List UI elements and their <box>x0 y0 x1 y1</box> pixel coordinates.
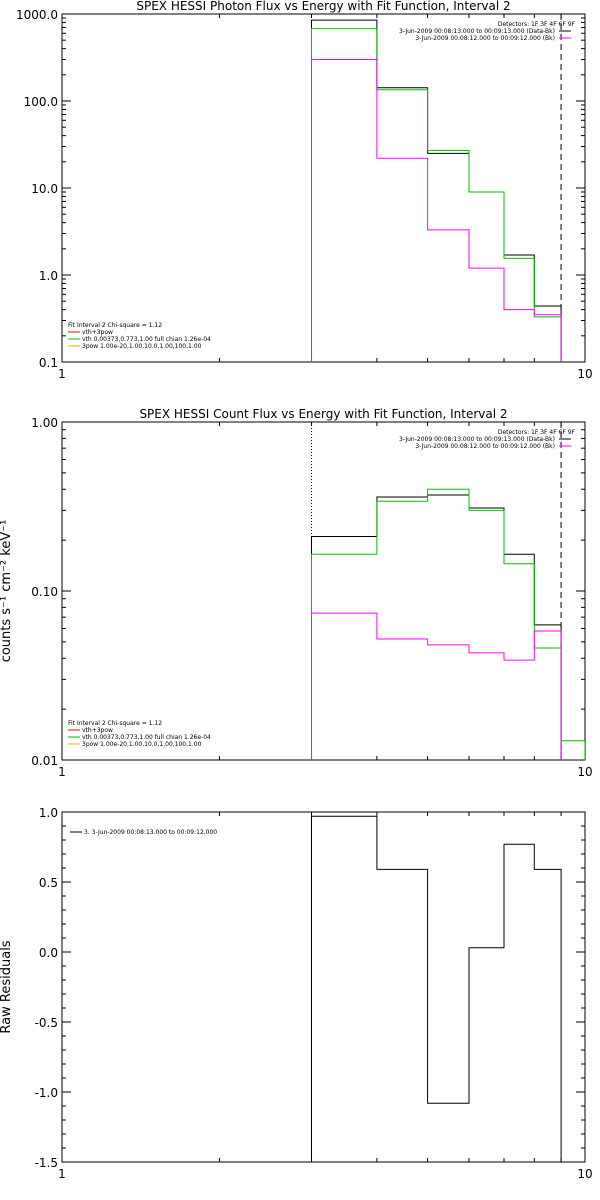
legend-entry: 3-Jun-2009 00:08:12.000 to 00:09:12.000 … <box>415 443 555 450</box>
series-3-step-line <box>311 59 562 362</box>
legend-entry: Fit Interval 2 Chi-square = 1.12 <box>68 720 162 727</box>
legend-entry: 3-Jun-2009 00:08:13.000 to 00:09:13.000 … <box>399 28 555 35</box>
series-3-step-line <box>311 612 562 760</box>
y-tick-label: 1.0 <box>39 806 58 820</box>
series-1-step-line <box>311 494 562 760</box>
y-tick-label: 0.5 <box>39 876 58 890</box>
legend-entry: 3pow 1.00e-20,1.00,10.0,1.00,100,1.00 <box>82 741 202 748</box>
x-tick-label: 1 <box>58 1167 66 1181</box>
plot-frame <box>61 811 586 1163</box>
y-tick-label: -0.5 <box>35 1016 58 1030</box>
legend-entry: 3. 3-Jun-2009 00:08:13.000 to 00:09:12.0… <box>84 829 217 836</box>
y-tick-label: 10.0 <box>31 182 58 196</box>
plot-area <box>311 14 562 362</box>
y-tick-label: 0.10 <box>31 585 58 599</box>
legend-entry: vth 0.00373,0.773,1.00 full chian 1.26e-… <box>82 734 211 741</box>
chart-title: SPEX HESSI Photon Flux vs Energy with Fi… <box>136 0 510 13</box>
y-tick-label: -1.0 <box>35 1086 58 1100</box>
legend-entry: Detectors: 1F 3F 4F 6F 9F <box>498 21 576 28</box>
x-tick-label: 1 <box>58 765 66 779</box>
y-tick-label: 1.00 <box>31 416 58 430</box>
chart-panel-1: SPEX HESSI Photon Flux vs Energy with Fi… <box>16 0 593 381</box>
plot-area <box>311 815 562 1162</box>
legend-entry: Fit Interval 2 Chi-square = 1.12 <box>68 322 162 329</box>
legend-entry: vth+3pow <box>82 727 113 734</box>
y-tick-label: -1.5 <box>35 1156 58 1170</box>
series-1-step-line <box>311 815 562 1162</box>
series-1-step-line <box>311 19 562 362</box>
x-tick-label: 10 <box>577 367 592 381</box>
x-tick-label: 10 <box>577 1167 592 1181</box>
plot-area <box>311 422 585 760</box>
x-tick-label: 1 <box>58 367 66 381</box>
x-tick-label: 10 <box>577 765 592 779</box>
y-axis-label: Raw Residuals <box>0 940 14 1033</box>
y-tick-label: 1.0 <box>39 269 58 283</box>
y-tick-label: 100.0 <box>24 95 58 109</box>
y-tick-label: 0.1 <box>39 356 58 370</box>
chart-panel-2: SPEX HESSI Count Flux vs Energy with Fit… <box>0 407 593 779</box>
legend-entry: vth 0.00373,0.773,1.00 full chian 1.26e-… <box>82 336 211 343</box>
legend-entry: vth+3pow <box>82 329 113 336</box>
legend-entry: 3-Jun-2009 00:08:12.000 to 00:09:12.000 … <box>415 35 555 42</box>
legend-entry: 3-Jun-2009 00:08:13.000 to 00:09:13.000 … <box>399 436 555 443</box>
legend-entry: 3pow 1.00e-20,1.00,10.0,1.00,100,1.00 <box>82 343 202 350</box>
y-tick-label: 1000.0 <box>16 8 58 22</box>
y-tick-label: 0.0 <box>39 946 58 960</box>
chart-panel-3: 1 10 -1.5 -1.0 -0.5 0.0 0.5 1.0 Raw Residuals 3. … <box>0 806 593 1181</box>
y-axis-label: counts s⁻¹ cm⁻² keV⁻¹ <box>0 520 14 663</box>
plot-frame <box>61 421 586 761</box>
chart-title: SPEX HESSI Count Flux vs Energy with Fit… <box>139 407 507 421</box>
y-tick-label: 0.01 <box>31 754 58 768</box>
series-2-step-line <box>311 28 562 362</box>
legend-entry: Detectors: 1F 3F 4F 6F 9F <box>498 429 576 436</box>
